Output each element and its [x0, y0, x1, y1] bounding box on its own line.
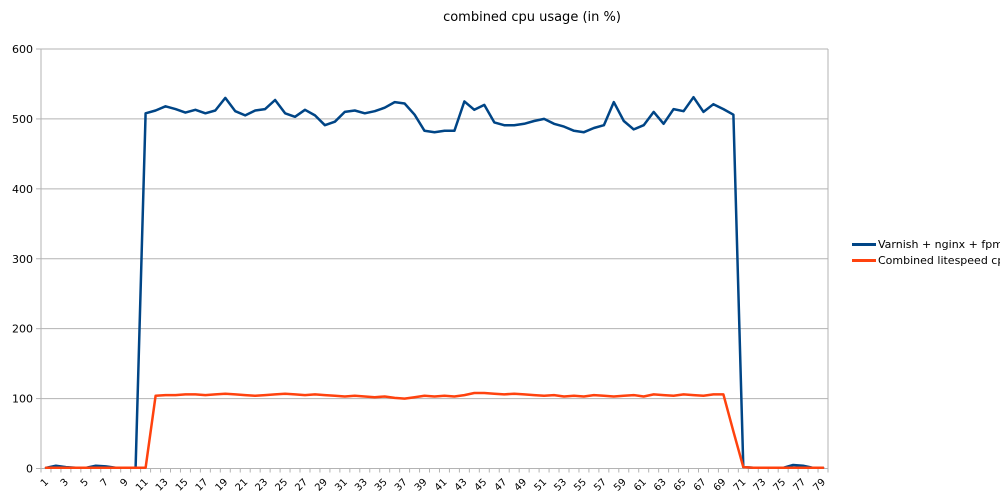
x-tick-label-63: 63: [652, 477, 669, 494]
x-tick-label-33: 33: [353, 477, 370, 494]
x-tick-label-47: 47: [493, 477, 510, 494]
legend-item-varnish: Varnish + nginx + fpm cpu: [852, 236, 1000, 252]
y-tick-label-0: 0: [26, 463, 33, 476]
x-tick-label-55: 55: [572, 477, 589, 494]
x-tick-label-71: 71: [732, 477, 749, 494]
x-tick-label-5: 5: [79, 477, 91, 489]
x-tick-label-51: 51: [532, 477, 549, 494]
x-tick-label-41: 41: [433, 477, 450, 494]
x-tick-label-25: 25: [273, 477, 290, 494]
x-tick-label-57: 57: [592, 477, 609, 494]
x-tick-label-19: 19: [214, 477, 231, 494]
x-tick-label-53: 53: [552, 477, 569, 494]
x-tick-label-49: 49: [512, 477, 529, 494]
x-tick-label-17: 17: [194, 477, 211, 494]
x-tick-label-77: 77: [791, 477, 808, 494]
legend-label: Varnish + nginx + fpm cpu: [878, 237, 1000, 251]
x-tick-label-67: 67: [692, 477, 709, 494]
x-tick-label-7: 7: [99, 477, 111, 489]
y-tick-label-500: 500: [12, 113, 33, 126]
x-tick-label-29: 29: [313, 477, 330, 494]
series-line-1: [44, 391, 825, 470]
x-tick-label-45: 45: [473, 477, 490, 494]
legend-label: Combined litespeed cpu: [878, 253, 1000, 267]
legend: Varnish + nginx + fpm cpu Combined lites…: [852, 236, 1000, 268]
x-tick-label-75: 75: [772, 477, 789, 494]
y-tick-label-300: 300: [12, 253, 33, 266]
y-tick-label-600: 600: [12, 43, 33, 56]
x-tick-label-23: 23: [253, 477, 270, 494]
x-tick-label-1: 1: [39, 477, 51, 489]
x-tick-label-59: 59: [612, 477, 629, 494]
x-tick-label-3: 3: [59, 477, 71, 489]
x-tick-label-39: 39: [413, 477, 430, 494]
x-tick-label-13: 13: [154, 477, 171, 494]
x-tick-label-43: 43: [453, 477, 470, 494]
x-tick-label-9: 9: [119, 477, 131, 489]
x-tick-label-21: 21: [234, 477, 251, 494]
series-line-0: [44, 95, 825, 470]
x-tick-label-69: 69: [712, 477, 729, 494]
x-tick-label-31: 31: [333, 477, 350, 494]
x-tick-label-79: 79: [811, 477, 828, 494]
x-tick-label-65: 65: [672, 477, 689, 494]
x-tick-label-37: 37: [393, 477, 410, 494]
y-tick-label-400: 400: [12, 183, 33, 196]
chart-title: combined cpu usage (in %): [443, 10, 621, 25]
legend-line-swatch-blue: [852, 242, 876, 246]
legend-line-swatch-orange: [852, 258, 876, 262]
x-tick-label-15: 15: [174, 477, 191, 494]
x-tick-label-73: 73: [752, 477, 769, 494]
x-tick-label-11: 11: [134, 477, 151, 494]
y-tick-label-200: 200: [12, 323, 33, 336]
x-tick-label-27: 27: [293, 477, 310, 494]
x-tick-label-61: 61: [632, 477, 649, 494]
x-tick-label-35: 35: [373, 477, 390, 494]
legend-item-litespeed: Combined litespeed cpu: [852, 252, 1000, 268]
y-tick-label-100: 100: [12, 393, 33, 406]
